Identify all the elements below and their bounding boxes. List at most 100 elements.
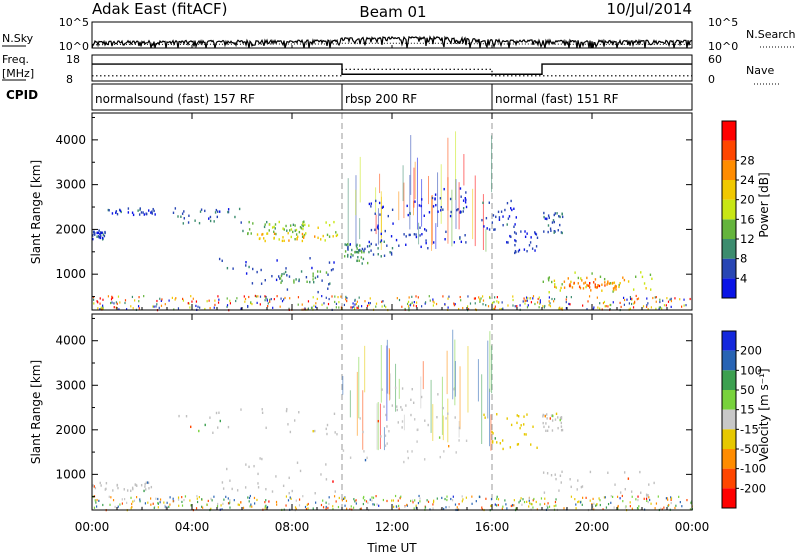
- power-echo-point: [551, 280, 553, 284]
- velocity-echo-point: [134, 483, 136, 486]
- power-echo-point: [174, 207, 177, 210]
- ground-scatter-point: [341, 499, 343, 502]
- velocity-echo-point: [296, 461, 299, 464]
- ground-scatter-point: [579, 501, 582, 504]
- power-echo-point: [585, 285, 587, 289]
- ground-scatter-point: [135, 496, 138, 499]
- x-tick-label: 12:00: [375, 520, 410, 534]
- power-echo-point: [380, 232, 382, 236]
- velocity-echo-point: [401, 387, 404, 390]
- ground-scatter-point: [453, 302, 455, 305]
- power-echo-point: [262, 232, 264, 236]
- ground-scatter-point: [524, 302, 526, 305]
- ground-scatter-point: [254, 502, 256, 505]
- power-echo-point: [523, 248, 526, 251]
- power-echo-point: [137, 209, 139, 212]
- colorbar-swatch: [722, 350, 736, 371]
- ground-scatter-point: [323, 302, 325, 305]
- power-echo-point: [409, 212, 411, 215]
- ground-scatter-point: [216, 505, 219, 508]
- ground-scatter-point: [453, 304, 456, 307]
- ground-scatter-point: [111, 296, 114, 299]
- ground-scatter-point: [163, 501, 165, 504]
- velocity-echo-point: [285, 409, 288, 413]
- power-echo-point: [370, 249, 372, 252]
- power-echo-point: [325, 221, 327, 224]
- ground-scatter-point: [670, 305, 672, 308]
- power-echo-point: [554, 212, 556, 215]
- power-echo-point: [591, 272, 593, 275]
- ground-scatter-point: [415, 305, 417, 308]
- power-echo-point: [419, 226, 421, 229]
- ground-scatter-point: [513, 499, 515, 502]
- power-echo-point: [548, 216, 550, 219]
- power-echo-point: [618, 283, 620, 287]
- power-echo-point: [584, 281, 587, 284]
- power-echo-point: [415, 235, 418, 239]
- velocity-echo-point: [212, 431, 214, 435]
- colorbar-swatch: [722, 370, 736, 390]
- power-echo-point: [418, 204, 421, 207]
- power-echo-point: [332, 268, 334, 271]
- velocity-echo-point: [494, 437, 497, 440]
- power-echo-point: [101, 236, 104, 240]
- ground-scatter-point: [479, 495, 481, 499]
- velocity-echo-point: [336, 433, 338, 436]
- x-tick-label: 16:00: [475, 520, 510, 534]
- velocity-echo-point: [312, 429, 314, 433]
- ground-scatter-point: [647, 501, 649, 504]
- ground-scatter-point: [539, 301, 541, 304]
- power-echo-point: [379, 240, 382, 244]
- power-echo-point: [425, 241, 427, 245]
- ground-scatter-point: [447, 297, 449, 300]
- ground-scatter-point: [424, 506, 427, 509]
- velocity-echo-point: [546, 413, 548, 416]
- ground-scatter-point: [248, 500, 250, 503]
- ground-scatter-point: [655, 307, 657, 310]
- power-echo-point: [386, 244, 388, 247]
- velocity-echo-point: [259, 457, 261, 460]
- time-axis-label: Time UT: [366, 541, 417, 554]
- ground-scatter-point: [264, 507, 266, 510]
- ground-scatter-point: [175, 297, 177, 300]
- freq-panel-frame: [91, 54, 693, 82]
- velocity-echo-point: [442, 406, 444, 410]
- power-echo-point: [440, 205, 443, 209]
- power-echo-point: [217, 210, 219, 213]
- ground-scatter-point: [605, 506, 608, 509]
- ground-scatter-point: [478, 495, 481, 499]
- ground-scatter-point: [400, 495, 402, 498]
- power-echo-point: [301, 232, 304, 236]
- velocity-echo-point: [298, 411, 300, 414]
- ground-scatter-point: [177, 496, 180, 499]
- velocity-echo-point: [271, 490, 274, 493]
- ground-scatter-point: [631, 495, 633, 498]
- ground-scatter-point: [528, 505, 530, 508]
- power-panel-frame: [91, 112, 693, 311]
- power-echo-point: [294, 229, 296, 232]
- velocity-echo-point: [363, 450, 365, 453]
- ground-scatter-point: [525, 296, 528, 299]
- ground-scatter-point: [169, 496, 171, 499]
- ground-scatter-point: [202, 506, 204, 509]
- ground-scatter-point: [481, 506, 483, 509]
- velocity-echo-point: [614, 483, 616, 486]
- ground-scatter-point: [345, 295, 347, 299]
- colorbar-frame: [721, 120, 737, 299]
- power-echo-point: [317, 236, 319, 240]
- ground-scatter-point: [269, 298, 271, 301]
- ground-scatter-point: [574, 498, 576, 501]
- ground-scatter-point: [328, 502, 330, 506]
- ground-scatter-point: [159, 297, 161, 300]
- power-echo-point: [313, 281, 315, 284]
- velocity-echo-point: [396, 405, 398, 408]
- ground-scatter-point: [540, 497, 543, 500]
- power-echo-point: [115, 210, 118, 213]
- power-echo-point: [242, 229, 244, 233]
- ground-scatter-point: [357, 305, 360, 308]
- power-echo-point: [96, 235, 98, 238]
- power-echo-point: [558, 214, 560, 218]
- ground-scatter-point: [334, 295, 336, 298]
- power-echo-point: [465, 241, 467, 244]
- ground-scatter-point: [657, 495, 659, 498]
